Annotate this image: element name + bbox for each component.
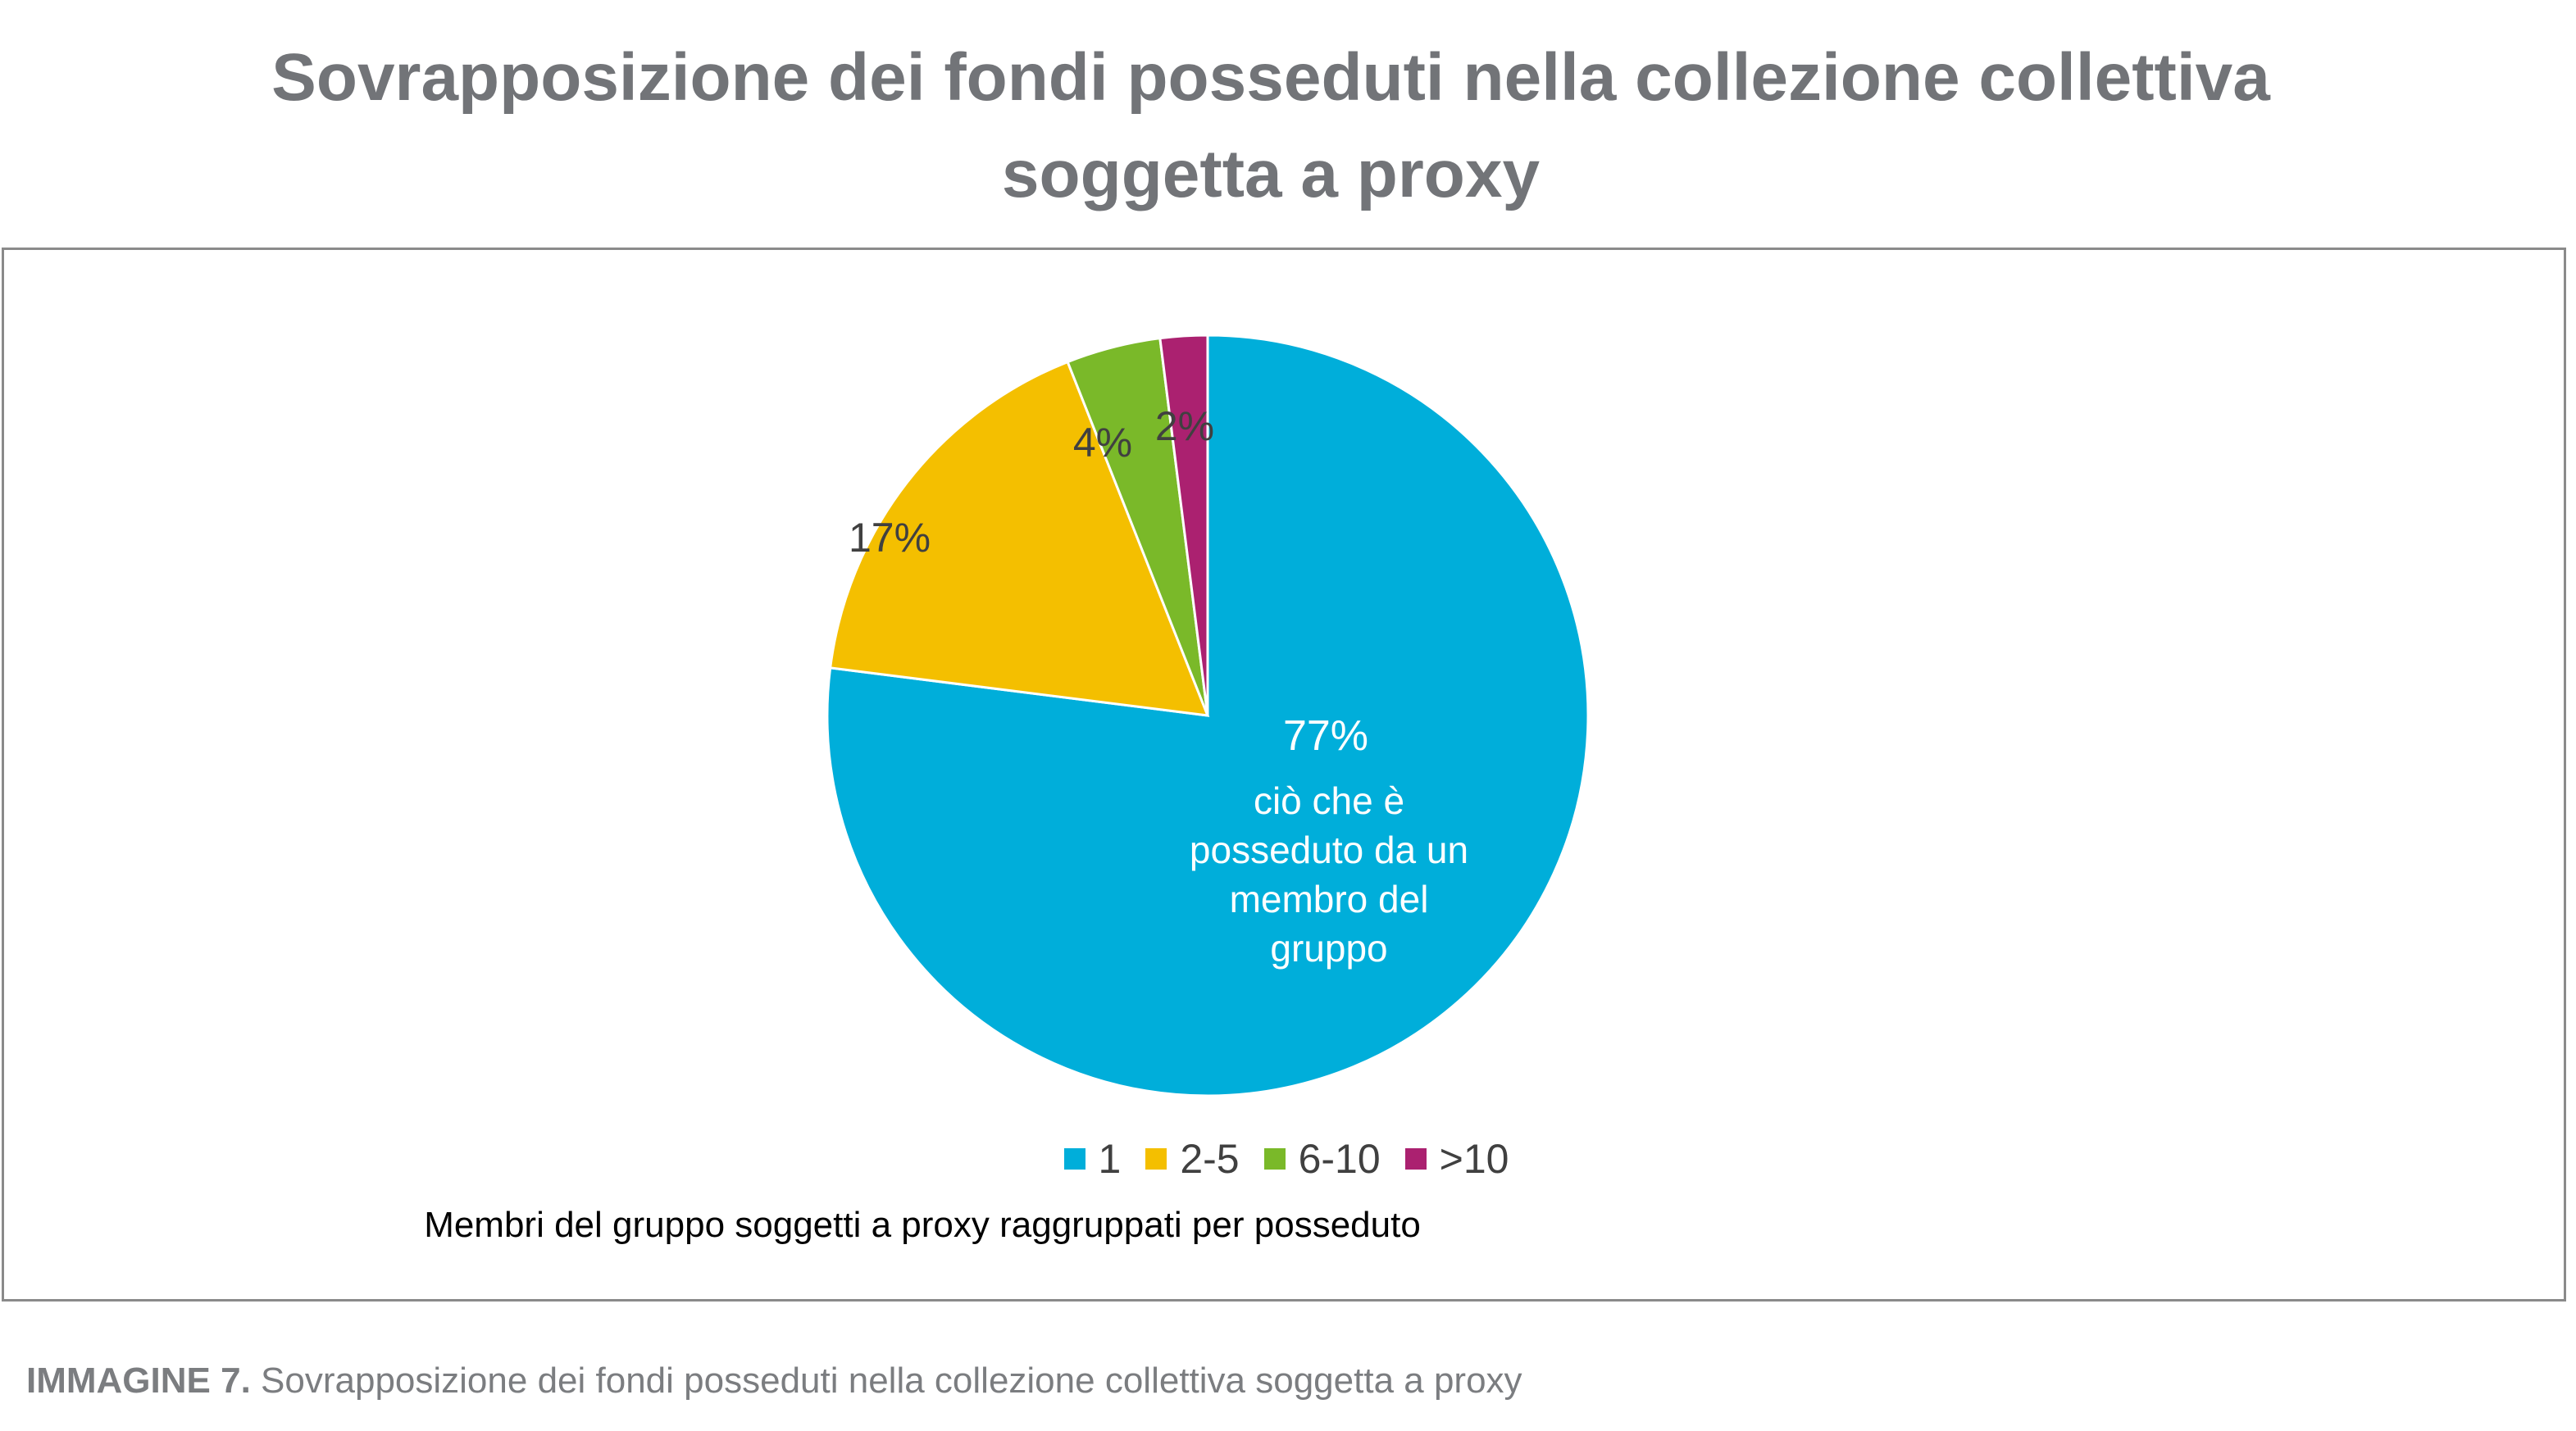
- legend-swatch-1: [1063, 1148, 1085, 1170]
- legend: 1 2-5 6-10 >10: [4, 1135, 2569, 1183]
- legend-label-1: 1: [1098, 1136, 1122, 1182]
- slice-annotation-line-3: membro del: [1230, 878, 1429, 920]
- chart-title-line-1: Sovrapposizione dei fondi posseduti nell…: [271, 40, 2270, 115]
- legend-item-gt10: >10: [1404, 1135, 1509, 1183]
- slice-label-gt10: 2%: [1155, 403, 1214, 449]
- legend-item-1: 1: [1063, 1135, 1122, 1183]
- chart-title-line-2: soggetta a proxy: [1001, 137, 1541, 211]
- legend-swatch-6-10: [1263, 1148, 1286, 1170]
- slice-label-6-10: 4%: [1073, 420, 1132, 466]
- pie-slice-2-5: [828, 360, 1210, 717]
- slice-annotation-line-1: ciò che è: [1254, 779, 1404, 822]
- slice-annotation-line-2: posseduto da un: [1190, 829, 1468, 871]
- caption-text: Sovrapposizione dei fondi posseduti nell…: [261, 1361, 1522, 1401]
- pie-chart: 77% 17% 4% 2% ciò che è posseduto da un membro…: [826, 334, 1590, 1097]
- slice-label-1: 77%: [1283, 712, 1368, 760]
- legend-item-6-10: 6-10: [1263, 1135, 1381, 1183]
- legend-label-2-5: 2-5: [1180, 1136, 1240, 1182]
- slice-label-2-5: 17%: [849, 515, 931, 561]
- legend-label-6-10: 6-10: [1298, 1136, 1381, 1182]
- legend-swatch-2-5: [1145, 1148, 1167, 1170]
- figure-caption: IMMAGINE 7. Sovrapposizione dei fondi po…: [26, 1361, 1522, 1401]
- pie-slice-gt10: [1158, 334, 1209, 716]
- legend-swatch-gt10: [1404, 1148, 1427, 1170]
- legend-label-gt10: >10: [1439, 1136, 1509, 1182]
- chart-frame: 77% 17% 4% 2% ciò che è posseduto da un membro…: [2, 248, 2566, 1302]
- caption-prefix: IMMAGINE 7.: [26, 1361, 251, 1401]
- chart-title: Sovrapposizione dei fondi posseduti nell…: [0, 30, 2542, 223]
- slice-annotation-line-4: gruppo: [1270, 927, 1387, 970]
- legend-item-2-5: 2-5: [1145, 1135, 1240, 1183]
- x-axis-label: Membri del gruppo soggetti a proxy raggr…: [424, 1205, 1421, 1245]
